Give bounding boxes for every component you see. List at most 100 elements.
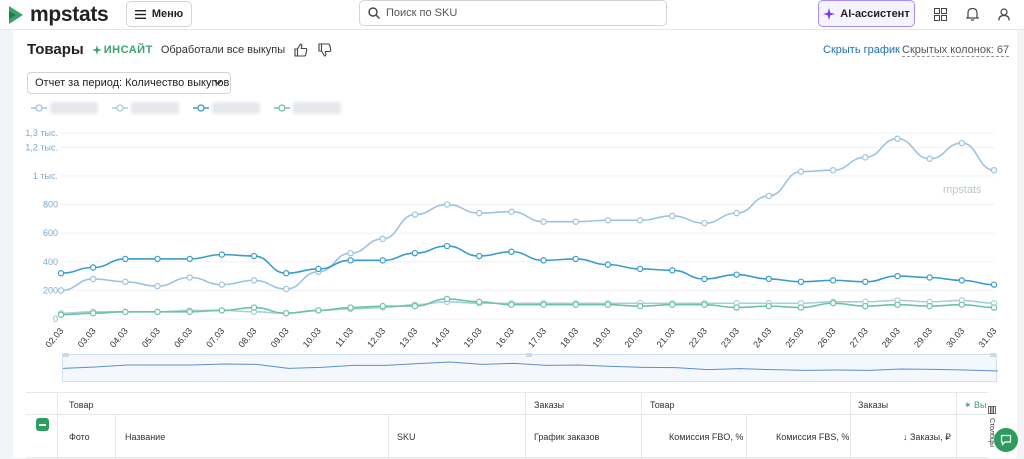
data-point[interactable] [347,304,354,311]
menu-button[interactable]: Меню [126,1,192,27]
column-commission-fbs[interactable]: Комиссия FBS, % [776,432,850,442]
data-point[interactable] [540,218,547,225]
data-point[interactable] [411,302,419,310]
data-point[interactable] [733,271,740,278]
data-point[interactable] [862,154,869,161]
data-point[interactable] [57,311,65,318]
data-point[interactable] [669,267,676,274]
logo[interactable]: mpstats [8,3,109,27]
column-commission-fbo[interactable]: Комиссия FBO, % [669,432,744,442]
data-point[interactable] [636,302,644,310]
apps-button[interactable] [930,4,950,24]
data-point[interactable] [89,275,97,283]
data-point[interactable] [797,278,805,285]
data-point[interactable] [797,304,805,311]
hidden-columns-link[interactable]: Скрытых колонок: 67 [902,44,1010,57]
data-point[interactable] [122,278,129,285]
data-point[interactable] [250,277,258,284]
search-box[interactable] [359,0,667,26]
data-point[interactable] [476,298,483,306]
data-point[interactable] [218,251,226,258]
data-point[interactable] [250,252,258,260]
select-all-checkbox[interactable] [36,418,49,431]
period-select[interactable]: Отчет за период: Количество выкупов [27,72,231,94]
notifications-button[interactable] [962,4,982,24]
data-point[interactable] [990,167,998,174]
data-point[interactable] [476,252,483,260]
data-point[interactable] [57,287,65,294]
column-sku[interactable]: SKU [397,432,416,442]
data-point[interactable] [508,248,515,255]
thumbs-up-icon[interactable] [293,42,309,58]
data-point[interactable] [958,277,966,284]
legend-item-1[interactable] [31,102,98,114]
data-point[interactable] [154,255,161,263]
navigator-top-handle[interactable] [526,353,532,357]
data-point[interactable] [733,209,740,217]
data-point[interactable] [443,242,451,250]
data-point[interactable] [315,265,322,273]
data-point[interactable] [315,307,322,314]
data-point[interactable] [572,255,579,263]
data-point[interactable] [604,261,612,268]
data-point[interactable] [379,235,386,243]
data-point[interactable] [443,295,451,303]
data-point[interactable] [990,304,998,311]
data-point[interactable] [186,274,193,281]
data-point[interactable] [829,277,837,284]
data-point[interactable] [540,301,547,308]
data-point[interactable] [701,219,708,227]
data-point[interactable] [636,217,644,224]
data-point[interactable] [218,281,226,288]
data-point[interactable] [122,308,129,316]
data-point[interactable] [990,281,998,288]
column-orders-rub[interactable]: ↓ Заказы, ₽ [903,432,951,442]
data-point[interactable] [411,249,419,257]
data-point[interactable] [604,217,612,224]
data-point[interactable] [894,135,901,142]
chat-button[interactable] [994,428,1018,452]
data-point[interactable] [250,304,258,311]
data-point[interactable] [283,285,290,293]
data-point[interactable] [443,201,451,208]
data-point[interactable] [508,301,515,308]
data-point[interactable] [958,139,966,147]
chart-navigator[interactable] [62,353,999,382]
data-point[interactable] [958,301,966,308]
data-point[interactable] [894,272,901,280]
data-point[interactable] [829,300,837,307]
data-point[interactable] [604,301,612,308]
data-point[interactable] [926,274,933,281]
data-point[interactable] [186,255,193,263]
legend-item-2[interactable] [112,102,179,114]
data-point[interactable] [218,307,226,314]
data-point[interactable] [508,208,515,215]
legend-item-3[interactable] [193,102,260,114]
data-point[interactable] [476,209,483,217]
data-point[interactable] [122,255,129,263]
data-point[interactable] [926,302,933,310]
legend-item-4[interactable] [274,102,341,114]
hide-chart-link[interactable]: Скрыть график [823,44,900,56]
data-point[interactable] [379,257,386,264]
data-point[interactable] [572,218,579,225]
data-point[interactable] [540,257,547,264]
insight-badge[interactable]: ИНСАЙТ [91,44,153,56]
data-point[interactable] [701,301,708,308]
data-point[interactable] [862,302,869,310]
profile-button[interactable] [994,4,1014,24]
data-point[interactable] [669,212,676,220]
data-point[interactable] [733,304,740,311]
column-photo[interactable]: Фото [69,432,90,442]
navigator-left-handle[interactable] [63,353,69,357]
data-point[interactable] [154,308,161,316]
data-point[interactable] [347,249,354,257]
data-point[interactable] [926,155,933,162]
data-point[interactable] [765,192,772,200]
search-input[interactable] [386,7,646,19]
data-point[interactable] [154,282,161,290]
data-point[interactable] [765,302,772,310]
ai-assistant-button[interactable]: AI-ассистент [818,0,915,27]
data-point[interactable] [862,278,869,285]
column-orders-chart[interactable]: График заказов [534,432,600,442]
